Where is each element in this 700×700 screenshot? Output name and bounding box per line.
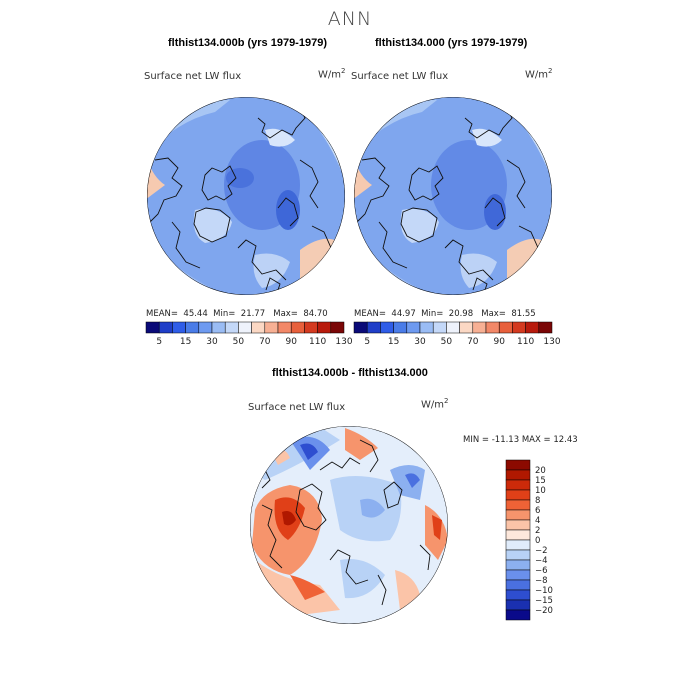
diff-subtitle: flthist134.000b - flthist134.000 xyxy=(272,367,428,379)
diff-units-label: W/m2 xyxy=(421,397,449,411)
panel1-colorbar-tick-label: 5 xyxy=(156,337,162,347)
diff-colorbar-tick-label: −2 xyxy=(535,546,548,556)
diff-colorbar-swatch xyxy=(505,469,531,481)
panel2-colorbar-swatch xyxy=(512,321,526,334)
panel2-colorbar-tick-label: 50 xyxy=(441,337,453,347)
diff-colorbar-tick-label: 10 xyxy=(535,486,546,496)
panel1-colorbar-tick-label: 15 xyxy=(180,337,191,347)
diff-colorbar-swatch xyxy=(505,549,531,561)
panel1-colorbar-swatch xyxy=(185,321,200,334)
panel1-colorbar-tick-label: 70 xyxy=(259,337,271,347)
diff-colorbar-swatch xyxy=(505,499,531,511)
diff-colorbar-tick-label: −4 xyxy=(535,556,548,566)
panel1-units-label: W/m2 xyxy=(318,67,346,81)
panel2-colorbar-tick-label: 130 xyxy=(543,337,560,347)
panel2-colorbar-swatch xyxy=(525,321,540,334)
panel1-colorbar-swatch xyxy=(158,321,173,334)
panel2-colorbar-tick-label: 5 xyxy=(364,337,370,347)
panel1-colorbar-swatch xyxy=(317,321,332,334)
diff-colorbar-swatch xyxy=(505,459,531,471)
diff-colorbar-swatch xyxy=(505,539,531,551)
panel2-colorbar-swatch xyxy=(498,321,513,334)
panel1-colorbar-swatch xyxy=(264,321,279,334)
panel2-colorbar-swatch xyxy=(406,321,421,334)
diff-colorbar-tick-label: 0 xyxy=(535,536,540,546)
panel1-stats: MEAN= 45.44 Min= 21.77 Max= 84.70 xyxy=(146,309,328,319)
diff-colorbar-tick-label: 2 xyxy=(535,526,540,536)
diff-colorbar-swatch xyxy=(505,609,531,621)
panel1-colorbar-tick-label: 50 xyxy=(233,337,245,347)
page-title: ANN xyxy=(327,8,373,30)
diff-colorbar-swatch xyxy=(505,489,531,501)
diff-colorbar-tick-label: −15 xyxy=(535,596,553,606)
panel1-colorbar-swatch xyxy=(198,321,213,334)
diff-colorbar-tick-label: 6 xyxy=(535,506,540,516)
diff-colorbar-swatch xyxy=(505,479,531,491)
panel1-colorbar: 5 15 30 50 70 90 110 130 xyxy=(145,321,353,347)
panel1-colorbar-tick-label: 130 xyxy=(335,337,352,347)
diff-colorbar-swatch xyxy=(505,559,531,571)
panel1-colorbar-swatch xyxy=(238,321,252,334)
diff-colorbar-tick-label: 15 xyxy=(535,476,546,486)
panel2-colorbar-swatch xyxy=(353,321,368,334)
panel2-colorbar-swatch xyxy=(432,321,447,334)
panel1-colorbar-swatch xyxy=(224,321,239,334)
panel2-colorbar-tick-label: 90 xyxy=(493,337,505,347)
panel2-subtitle: flthist134.000 (yrs 1979-1979) xyxy=(375,37,528,49)
panel2-colorbar: 5 15 30 50 70 90 110 130 xyxy=(353,321,561,347)
panel2-units-label: W/m2 xyxy=(525,67,553,81)
diff-colorbar-tick-label: 20 xyxy=(535,466,546,476)
diff-minmax: MIN = -11.13 MAX = 12.43 xyxy=(463,435,578,445)
panel2-colorbar-swatch xyxy=(419,321,434,334)
panel1-subtitle: flthist134.000b (yrs 1979-1979) xyxy=(168,37,327,49)
diff-colorbar-swatch xyxy=(505,579,531,591)
panel2-colorbar-tick-label: 15 xyxy=(388,337,399,347)
panel1-variable-label: Surface net LW flux xyxy=(144,71,242,82)
panel1-colorbar-swatch xyxy=(290,321,305,334)
panel2-colorbar-swatch xyxy=(380,321,394,334)
panel1-colorbar-swatch xyxy=(304,321,318,334)
panel2-colorbar-swatch xyxy=(393,321,408,334)
diff-polar-map xyxy=(250,426,448,624)
panel1-colorbar-tick-label: 30 xyxy=(206,337,218,347)
diff-colorbar-swatch xyxy=(505,599,531,611)
panel1-colorbar-swatch xyxy=(330,321,345,334)
panel2-colorbar-swatch xyxy=(366,321,381,334)
panel2-colorbar-swatch xyxy=(459,321,474,334)
diff-colorbar-swatch xyxy=(505,589,531,601)
diff-colorbar-tick-label: −10 xyxy=(535,586,553,596)
diff-colorbar-swatch xyxy=(505,569,531,581)
panel2-stats: MEAN= 44.97 Min= 20.98 Max= 81.55 xyxy=(354,309,536,319)
panel1-colorbar-swatch xyxy=(172,321,186,334)
diff-colorbar-swatch xyxy=(505,519,531,531)
panel2-colorbar-swatch xyxy=(472,321,487,334)
panel1-colorbar-tick-label: 90 xyxy=(285,337,297,347)
diff-colorbar-tick-label: −8 xyxy=(535,576,548,586)
diff-colorbar-tick-label: 4 xyxy=(535,516,540,526)
panel2-colorbar-swatch xyxy=(485,321,500,334)
panel1-colorbar-swatch xyxy=(277,321,292,334)
panel1-colorbar-swatch xyxy=(211,321,226,334)
panel1-colorbar-swatch xyxy=(145,321,160,334)
panel2-colorbar-tick-label: 110 xyxy=(517,337,534,347)
diff-colorbar-tick-label: −20 xyxy=(535,606,553,616)
panel1-colorbar-tick-label: 110 xyxy=(309,337,326,347)
diff-variable-label: Surface net LW flux xyxy=(248,402,346,413)
diff-colorbar-tick-label: 8 xyxy=(535,496,540,506)
panel2-variable-label: Surface net LW flux xyxy=(351,71,449,82)
panel2-colorbar-tick-label: 70 xyxy=(467,337,479,347)
panel1-colorbar-swatch xyxy=(251,321,266,334)
diff-colorbar-swatch xyxy=(505,509,531,521)
diff-colorbar-swatch xyxy=(505,529,531,541)
panel2-polar-map xyxy=(354,97,552,295)
panel2-colorbar-swatch xyxy=(538,321,553,334)
diff-colorbar-tick-label: −6 xyxy=(535,566,548,576)
panel2-colorbar-swatch xyxy=(446,321,460,334)
panel2-colorbar-tick-label: 30 xyxy=(414,337,426,347)
panel1-polar-map xyxy=(147,97,345,295)
